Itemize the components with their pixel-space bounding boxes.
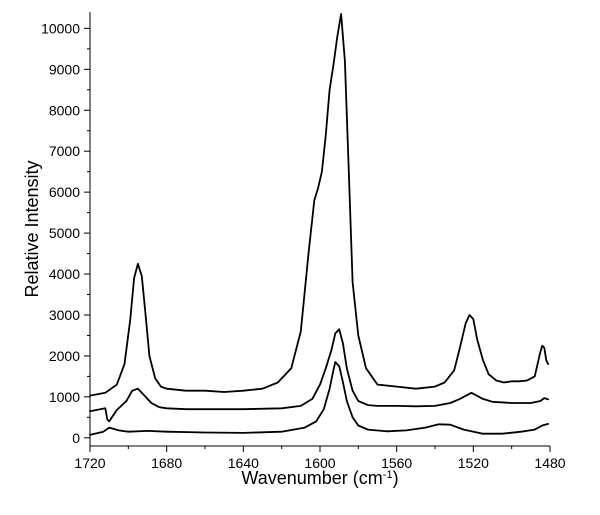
x-axis-label-main: Wavenumber (cm — [241, 468, 382, 488]
y-tick-label: 9000 — [49, 61, 80, 77]
x-ticks: 1720 1680 1640 1600 1560 1520 1480 — [74, 446, 566, 471]
spectrum-line-1 — [89, 13, 549, 397]
x-tick-label: 1480 — [534, 455, 565, 471]
y-axis-label: Relative Intensity — [22, 160, 42, 297]
y-tick-label: 6000 — [49, 184, 80, 200]
y-tick-label: 0 — [72, 430, 80, 446]
x-tick-label: 1640 — [228, 455, 259, 471]
y-tick-label: 2000 — [49, 348, 80, 364]
y-tick-label: 1000 — [49, 389, 80, 405]
y-tick-label: 7000 — [49, 143, 80, 159]
x-tick-label: 1720 — [74, 455, 105, 471]
x-tick-label: 1520 — [458, 455, 489, 471]
x-tick-label: 1600 — [304, 455, 335, 471]
x-tick-label: 1680 — [151, 455, 182, 471]
x-tick-label: 1560 — [381, 455, 412, 471]
series-layer — [89, 13, 549, 436]
x-axis-label-end: ) — [393, 468, 399, 488]
y-tick-label: 5000 — [49, 225, 80, 241]
y-tick-label: 3000 — [49, 307, 80, 323]
spectrum-line-2 — [89, 328, 549, 423]
y-tick-label: 4000 — [49, 266, 80, 282]
x-axis-label: Wavenumber (cm-1) — [241, 468, 398, 488]
y-tick-label: 8000 — [49, 102, 80, 118]
x-axis-label-sup: -1 — [383, 469, 393, 481]
y-ticks: 0 1000 2000 3000 4000 5000 6000 7000 8000 9000 100… — [41, 20, 90, 446]
spectrum-line-3 — [89, 361, 549, 436]
y-tick-label: 10000 — [41, 20, 80, 36]
